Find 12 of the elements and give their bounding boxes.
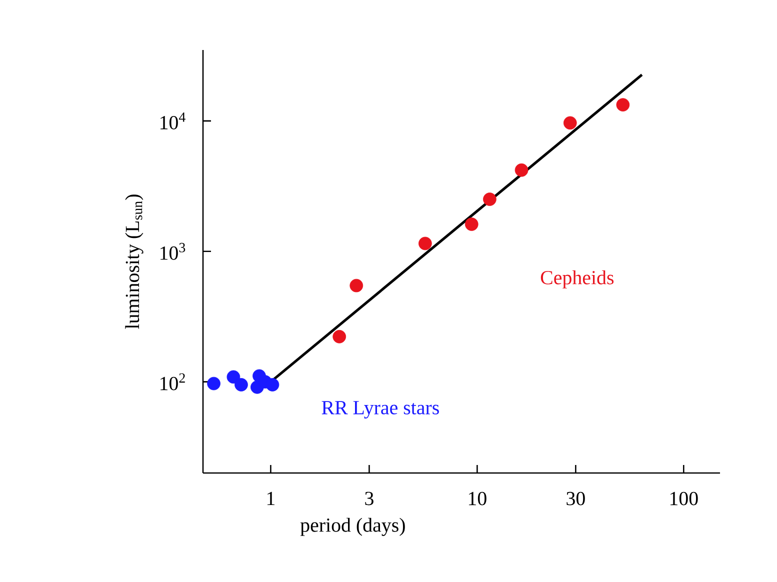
x-tick-label: 3: [365, 492, 374, 506]
y-tick-label: 10$^{3}$: [160, 242, 186, 260]
x-axis-title: period (days): [300, 518, 405, 536]
y-tick-label: 10$^{4}$: [160, 112, 186, 130]
y-tick-label: 10$^{2}$: [160, 373, 185, 390]
text: RR Lyrae stars: [322, 401, 439, 418]
x-tick-label: 30: [566, 492, 585, 506]
x-tick-label: 1: [267, 492, 274, 505]
text: Cepheids: [540, 270, 614, 288]
x-tick-label: 10: [468, 492, 486, 506]
x-tick-label: 100: [670, 492, 698, 506]
y-axis-title: luminosity (L$_{sun}$): [125, 194, 144, 329]
